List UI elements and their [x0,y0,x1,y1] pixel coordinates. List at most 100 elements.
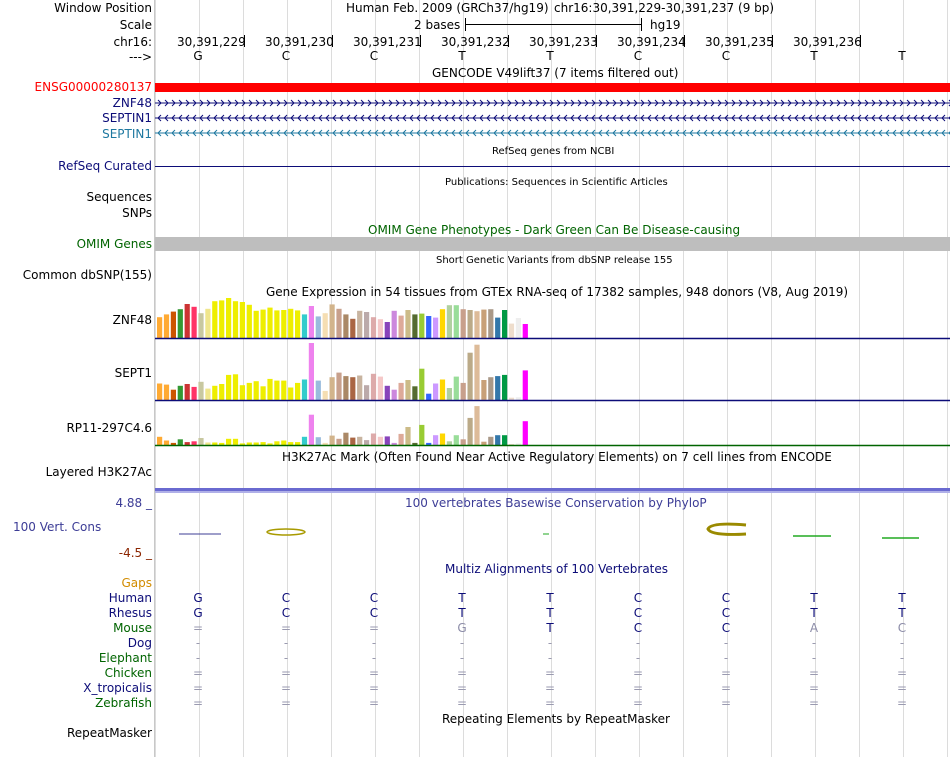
gtex-bar-sept1-38[interactable] [419,368,425,401]
multiz-species-rhesus[interactable]: Rhesus [108,606,152,620]
gtex-bar-sept1-36[interactable] [405,380,411,400]
gencode-item-label-2[interactable]: SEPTIN1 [102,111,152,125]
gtex-bar-sept1-49[interactable] [495,376,501,400]
gtex-bar-znf48-18[interactable] [281,310,287,338]
gtex-bar-sept1-50[interactable] [502,374,508,400]
gtex-bar-rp11-297c4.6-30[interactable] [364,440,370,445]
conservation-title[interactable]: 100 vertebrates Basewise Conservation by… [405,496,707,510]
gtex-bar-sept1-28[interactable] [350,377,356,400]
multiz-species-chicken[interactable]: Chicken [104,666,152,680]
assembly-link[interactable]: Human Feb. 2009 (GRCh37/hg19) [346,1,549,15]
gtex-bar-sept1-29[interactable] [357,375,363,401]
gtex-bar-rp11-297c4.6-28[interactable] [350,437,356,445]
gtex-bar-znf48-16[interactable] [267,307,273,338]
gtex-bar-znf48-28[interactable] [350,318,356,338]
gtex-bar-rp11-297c4.6-33[interactable] [384,436,390,445]
gtex-bar-sept1-21[interactable] [301,379,308,401]
gtex-bar-chart[interactable] [155,296,950,448]
gtex-bar-rp11-297c4.6-26[interactable] [336,438,342,445]
gtex-title[interactable]: Gene Expression in 54 tissues from GTEx … [266,285,849,299]
gtex-bar-znf48-34[interactable] [391,310,397,338]
conservation-signal[interactable] [155,520,950,544]
multiz-species-mouse[interactable]: Mouse [113,621,152,635]
multiz-species-x_tropicalis[interactable]: X_tropicalis [83,681,152,695]
gtex-bar-znf48-43[interactable] [453,305,459,338]
gtex-bar-sept1-35[interactable] [398,382,404,400]
gtex-bar-znf48-44[interactable] [460,309,466,338]
gtex-bar-znf48-35[interactable] [398,315,404,338]
gtex-bar-rp11-297c4.6-13[interactable] [246,442,252,446]
gtex-bar-rp11-297c4.6-9[interactable] [219,442,225,445]
gencode-item-label-0[interactable]: ENSG00000280137 [34,80,152,94]
gtex-bar-znf48-20[interactable] [295,310,301,338]
gtex-bar-rp11-297c4.6-29[interactable] [357,436,363,445]
multiz-gaps-label[interactable]: Gaps [121,576,152,590]
gtex-bar-rp11-297c4.6-42[interactable] [446,441,452,445]
gtex-bar-rp11-297c4.6-46[interactable] [474,406,480,445]
gencode-item-label-1[interactable]: ZNF48 [112,96,152,110]
gtex-bar-rp11-297c4.6-34[interactable] [391,442,397,445]
gtex-bar-znf48-5[interactable] [191,306,197,338]
gtex-bar-sept1-3[interactable] [177,385,183,401]
dbsnp-title[interactable]: Short Genetic Variants from dbSNP releas… [436,255,673,266]
gtex-bar-sept1-14[interactable] [253,381,259,400]
gtex-bar-znf48-42[interactable] [446,305,452,338]
gtex-bar-rp11-297c4.6-25[interactable] [329,435,335,445]
gtex-bar-sept1-6[interactable] [198,381,204,400]
gtex-bar-rp11-297c4.6-17[interactable] [274,441,280,445]
dbsnp-label[interactable]: Common dbSNP(155) [22,268,152,282]
gtex-bar-sept1-37[interactable] [412,386,418,400]
refseq-title[interactable]: RefSeq genes from NCBI [492,146,615,157]
gtex-bar-sept1-15[interactable] [260,386,266,400]
gtex-bar-sept1-41[interactable] [439,379,446,401]
h3k27ac-label[interactable]: Layered H3K27Ac [45,465,152,479]
gtex-bar-rp11-297c4.6-1[interactable] [163,440,170,446]
gtex-bar-sept1-25[interactable] [329,377,335,400]
gtex-bar-znf48-41[interactable] [439,309,446,338]
gtex-bar-sept1-32[interactable] [377,376,383,400]
gtex-bar-rp11-297c4.6-12[interactable] [239,443,245,445]
gtex-bar-rp11-297c4.6-16[interactable] [267,443,273,445]
conservation-label[interactable]: 100 Vert. Cons [13,520,102,534]
gtex-bar-rp11-297c4.6-51[interactable] [508,444,515,445]
gtex-bar-sept1-16[interactable] [267,378,273,400]
gtex-bar-rp11-297c4.6-43[interactable] [453,435,459,445]
gtex-bar-znf48-51[interactable] [508,323,515,338]
position-link[interactable]: chr16:30,391,229-30,391,237 (9 bp) [554,1,775,15]
gtex-gene-label-1[interactable]: SEPT1 [114,366,152,380]
gtex-bar-znf48-6[interactable] [198,313,204,338]
gtex-bar-sept1-47[interactable] [481,380,487,400]
gtex-bar-rp11-297c4.6-22[interactable] [308,414,314,445]
publications-title[interactable]: Publications: Sequences in Scientific Ar… [445,177,668,188]
multiz-species-human[interactable]: Human [108,591,152,605]
gtex-bar-rp11-297c4.6-48[interactable] [488,436,494,445]
gtex-bar-znf48-10[interactable] [226,298,232,338]
gtex-bar-rp11-297c4.6-53[interactable] [522,421,528,445]
gtex-bar-sept1-33[interactable] [384,385,390,401]
gtex-bar-rp11-297c4.6-36[interactable] [405,427,411,445]
gencode-gene-lines[interactable] [155,95,950,140]
gtex-bar-znf48-15[interactable] [260,309,266,338]
gtex-bar-rp11-297c4.6-40[interactable] [433,435,439,445]
gtex-bar-znf48-29[interactable] [357,310,363,338]
gtex-bar-rp11-297c4.6-21[interactable] [301,436,308,445]
gtex-bar-sept1-40[interactable] [433,383,439,401]
gtex-bar-znf48-39[interactable] [426,316,432,338]
gtex-bar-sept1-34[interactable] [391,389,397,400]
gtex-bar-znf48-52[interactable] [515,318,521,338]
gtex-bar-sept1-8[interactable] [212,385,218,401]
gtex-bar-sept1-11[interactable] [232,374,239,400]
gtex-bar-znf48-9[interactable] [219,300,225,338]
multiz-species-dog[interactable]: Dog [127,636,152,650]
gtex-bar-rp11-297c4.6-4[interactable] [184,442,190,445]
gtex-bar-znf48-32[interactable] [377,319,383,338]
gtex-bar-sept1-22[interactable] [308,343,314,400]
gtex-bar-znf48-4[interactable] [184,304,190,338]
gtex-bar-znf48-45[interactable] [467,310,473,338]
multiz-title[interactable]: Multiz Alignments of 100 Vertebrates [445,562,669,576]
gtex-bar-sept1-45[interactable] [467,352,473,400]
gencode-feature-ENSG00000280137[interactable] [155,83,950,92]
gtex-bar-sept1-13[interactable] [246,382,252,400]
gtex-bar-znf48-49[interactable] [495,317,501,338]
gtex-bar-sept1-19[interactable] [288,387,294,401]
